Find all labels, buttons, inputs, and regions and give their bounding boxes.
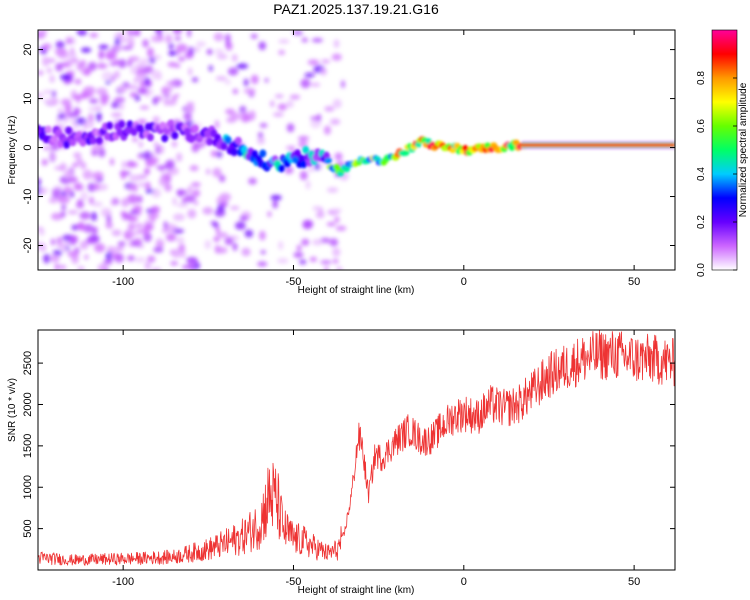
x-tick-label: 0	[461, 576, 467, 588]
x-tick-label: -50	[286, 276, 302, 288]
spectrogram-y-axis: -20 -10 0 10 20	[22, 43, 675, 253]
y-tick-label: 1500	[22, 434, 34, 458]
spectrogram-x-axis: -100 -50 0 50	[112, 30, 640, 288]
y-tick-label: -20	[22, 238, 34, 254]
snr-series-line	[38, 330, 675, 566]
y-tick-label: -10	[22, 189, 34, 205]
colorbar-tick-label: 0.8	[696, 71, 707, 85]
y-tick-label: 2500	[22, 351, 34, 375]
figure-title: PAZ1.2025.137.19.21.G16	[273, 1, 439, 17]
colorbar-label: Normalized spectral amplitude	[738, 82, 749, 217]
snr-y-label: SNR (10 * v/v)	[7, 378, 18, 442]
x-tick-label: -50	[286, 576, 302, 588]
colorbar-gradient	[711, 29, 738, 271]
spectrogram-frame	[37, 29, 676, 271]
colorbar-tick-label: 0.6	[696, 119, 707, 133]
spectral-ridge	[38, 119, 675, 177]
colorbar: 0.0 0.2 0.4 0.6 0.8 Normalized spectral ampl…	[696, 29, 749, 277]
x-tick-label: -100	[112, 576, 134, 588]
y-tick-label: 0	[22, 144, 34, 150]
snr-x-axis: -100 -50 0 50	[112, 330, 640, 588]
colorbar-tick-label: 0.0	[696, 263, 707, 277]
y-tick-label: 2000	[22, 392, 34, 416]
colorbar-tick-label: 0.2	[696, 215, 707, 229]
y-tick-label: 500	[22, 519, 34, 537]
y-tick-label: 10	[22, 92, 34, 104]
snr-panel: -100 -50 0 50 500 1000 1500 2000 2500 Height of…	[7, 329, 676, 596]
colorbar-ticks: 0.0 0.2 0.4 0.6 0.8	[696, 71, 737, 277]
spectrogram-y-label: Frequency (Hz)	[7, 116, 18, 185]
x-tick-label: 50	[628, 276, 640, 288]
snr-x-label: Height of straight line (km)	[298, 585, 415, 596]
x-tick-label: 50	[628, 576, 640, 588]
snr-frame	[37, 329, 676, 571]
colorbar-tick-label: 0.4	[696, 167, 707, 181]
x-tick-label: 0	[461, 276, 467, 288]
x-tick-label: -100	[112, 276, 134, 288]
y-tick-label: 1000	[22, 475, 34, 499]
spectrogram-x-label: Height of straight line (km)	[298, 285, 415, 296]
y-tick-label: 20	[22, 43, 34, 55]
snr-y-axis: 500 1000 1500 2000 2500	[22, 351, 675, 538]
